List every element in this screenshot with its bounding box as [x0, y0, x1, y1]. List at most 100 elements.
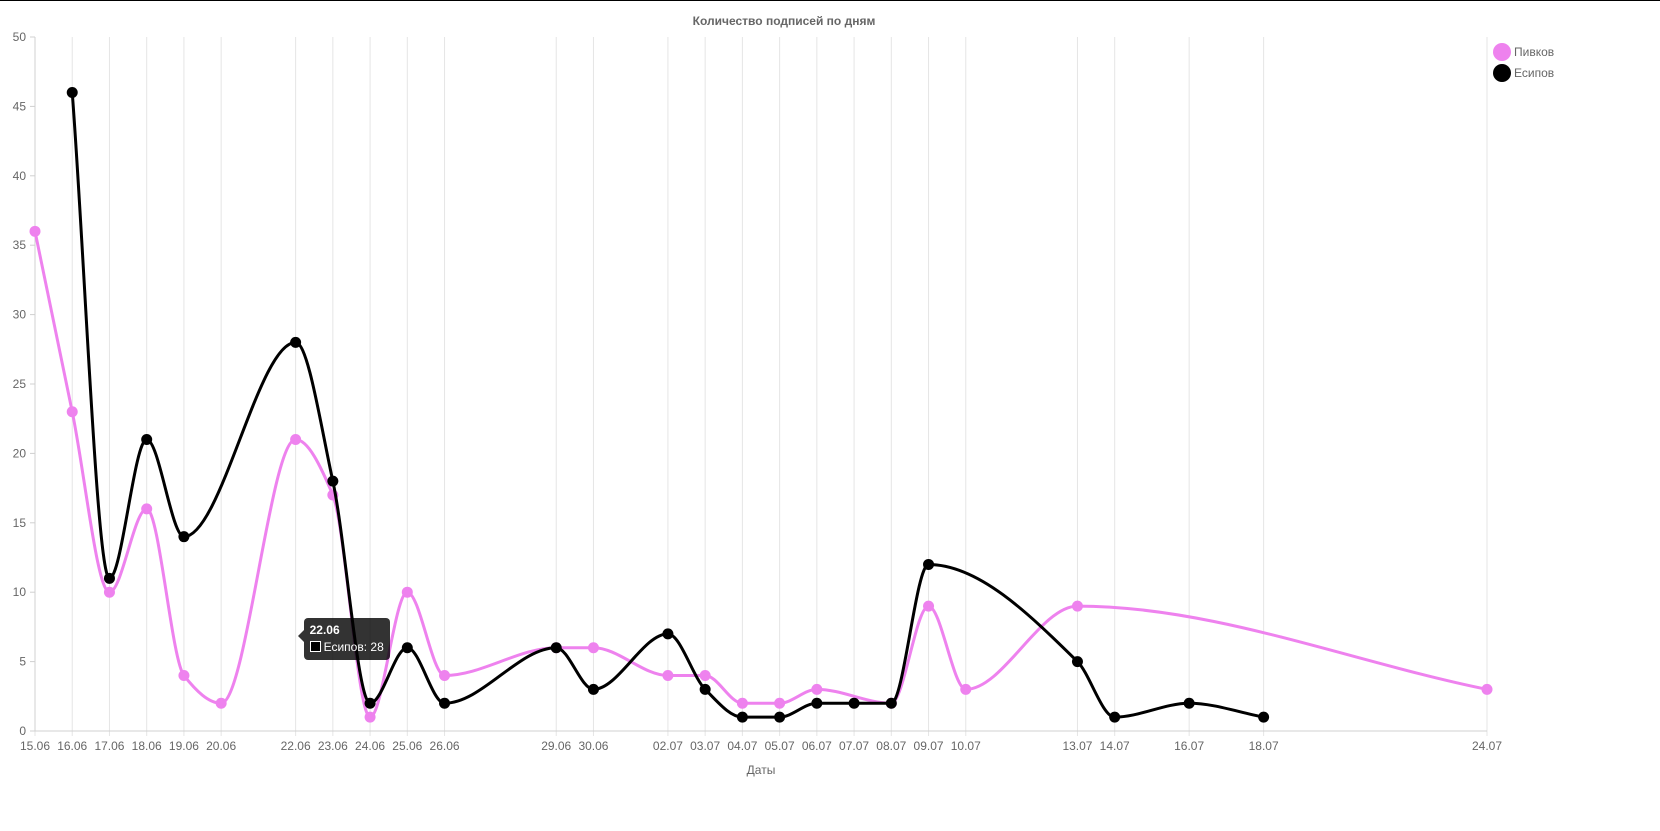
data-point[interactable] [550, 642, 562, 654]
x-axis-title: Даты [747, 763, 776, 777]
data-point[interactable] [103, 586, 115, 598]
x-tick-label: 08.07 [876, 739, 906, 753]
x-tick-label: 20.06 [206, 739, 236, 753]
data-point[interactable] [1071, 600, 1083, 612]
line-chart: 15.06 16.06 17.06 18.06 19.06 20.06 22.06 23.06… [13, 30, 1555, 777]
data-point[interactable] [774, 697, 786, 709]
x-tick-label: 24.07 [1472, 739, 1502, 753]
x-tick-label: 18.07 [1249, 739, 1279, 753]
y-tick-label: 0 [19, 724, 26, 738]
x-tick-label: 13.07 [1062, 739, 1092, 753]
data-point[interactable] [662, 628, 674, 640]
x-tick-label: 06.07 [802, 739, 832, 753]
x-tick-label: 23.06 [318, 739, 348, 753]
legend-swatch [1493, 43, 1511, 61]
x-tick-label: 29.06 [541, 739, 571, 753]
data-point[interactable] [699, 683, 711, 695]
data-point[interactable] [587, 642, 599, 654]
data-point[interactable] [439, 669, 451, 681]
data-point[interactable] [811, 683, 823, 695]
legend-label: Есипов [1514, 66, 1554, 80]
data-point[interactable] [774, 711, 786, 723]
x-tick-label: 30.06 [578, 739, 608, 753]
tooltip-value: Есипов: 28 [323, 640, 384, 654]
legend-item[interactable]: Пивков [1493, 43, 1554, 61]
y-tick-label: 20 [13, 446, 27, 460]
data-point[interactable] [364, 697, 376, 709]
x-tick-label: 24.06 [355, 739, 385, 753]
y-tick-label: 25 [13, 377, 27, 391]
data-point[interactable] [178, 531, 190, 543]
tooltip-swatch [309, 641, 321, 652]
tooltip: 22.06 Есипов: 28 [297, 618, 390, 660]
data-point[interactable] [1481, 683, 1493, 695]
data-point[interactable] [811, 697, 823, 709]
x-tick-label: 07.07 [839, 739, 869, 753]
chart-title: Количество подписей по дням [692, 14, 876, 28]
x-tick-label: 05.07 [765, 739, 795, 753]
axis-layer: 15.06 16.06 17.06 18.06 19.06 20.06 22.06 23.06… [13, 30, 1503, 753]
y-tick-label: 30 [13, 308, 27, 322]
data-point[interactable] [1258, 711, 1270, 723]
series-pivkov [29, 225, 1493, 723]
data-point[interactable] [848, 697, 860, 709]
x-tick-label: 22.06 [281, 739, 311, 753]
data-point[interactable] [290, 434, 302, 446]
data-point[interactable] [141, 503, 153, 515]
x-tick-label: 14.07 [1100, 739, 1130, 753]
data-point[interactable] [885, 697, 897, 709]
series-layer [29, 87, 1493, 723]
series-line [33, 231, 1488, 719]
data-point[interactable] [736, 711, 748, 723]
data-point[interactable] [401, 586, 413, 598]
x-tick-label: 17.06 [94, 739, 124, 753]
data-point[interactable] [66, 406, 78, 418]
legend-label: Пивков [1514, 45, 1554, 59]
tooltip-caret [297, 630, 304, 642]
top-divider [0, 0, 1660, 1]
y-tick-label: 40 [13, 169, 27, 183]
legend-item[interactable]: Есипов [1493, 64, 1554, 82]
data-point[interactable] [587, 683, 599, 695]
y-tick-label: 10 [13, 585, 27, 599]
y-tick-label: 35 [13, 238, 27, 252]
data-point[interactable] [141, 434, 153, 446]
data-point[interactable] [960, 683, 972, 695]
data-point[interactable] [736, 697, 748, 709]
data-point[interactable] [327, 475, 339, 487]
x-tick-label: 09.07 [914, 739, 944, 753]
y-tick-label: 45 [13, 99, 27, 113]
data-point[interactable] [66, 87, 78, 99]
x-tick-label: 02.07 [653, 739, 683, 753]
series-esipov [66, 87, 1270, 723]
data-point[interactable] [1183, 697, 1195, 709]
data-point[interactable] [439, 697, 451, 709]
x-tick-label: 15.06 [20, 739, 50, 753]
data-point[interactable] [290, 336, 302, 348]
legend[interactable]: Пивков Есипов [1493, 43, 1554, 82]
data-point[interactable] [1109, 711, 1121, 723]
data-point[interactable] [662, 669, 674, 681]
x-tick-label: 04.07 [727, 739, 757, 753]
data-point[interactable] [923, 558, 935, 570]
data-point[interactable] [401, 642, 413, 654]
data-point[interactable] [364, 711, 376, 723]
y-tick-label: 50 [13, 30, 27, 44]
grid-layer [30, 36, 1488, 736]
data-point[interactable] [699, 669, 711, 681]
data-point[interactable] [29, 225, 41, 237]
y-tick-label: 5 [19, 655, 26, 669]
data-point[interactable] [923, 600, 935, 612]
data-point[interactable] [178, 669, 190, 681]
x-tick-label: 25.06 [392, 739, 422, 753]
x-tick-label: 03.07 [690, 739, 720, 753]
x-tick-label: 19.06 [169, 739, 199, 753]
tooltip-title: 22.06 [309, 623, 340, 637]
data-point[interactable] [103, 572, 115, 584]
x-tick-label: 16.06 [57, 739, 87, 753]
data-point[interactable] [215, 697, 227, 709]
y-tick-label: 15 [13, 516, 27, 530]
x-tick-label: 18.06 [132, 739, 162, 753]
data-point[interactable] [1071, 656, 1083, 668]
